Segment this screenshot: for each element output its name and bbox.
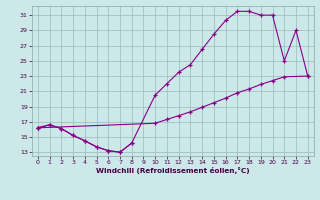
X-axis label: Windchill (Refroidissement éolien,°C): Windchill (Refroidissement éolien,°C) [96,167,250,174]
